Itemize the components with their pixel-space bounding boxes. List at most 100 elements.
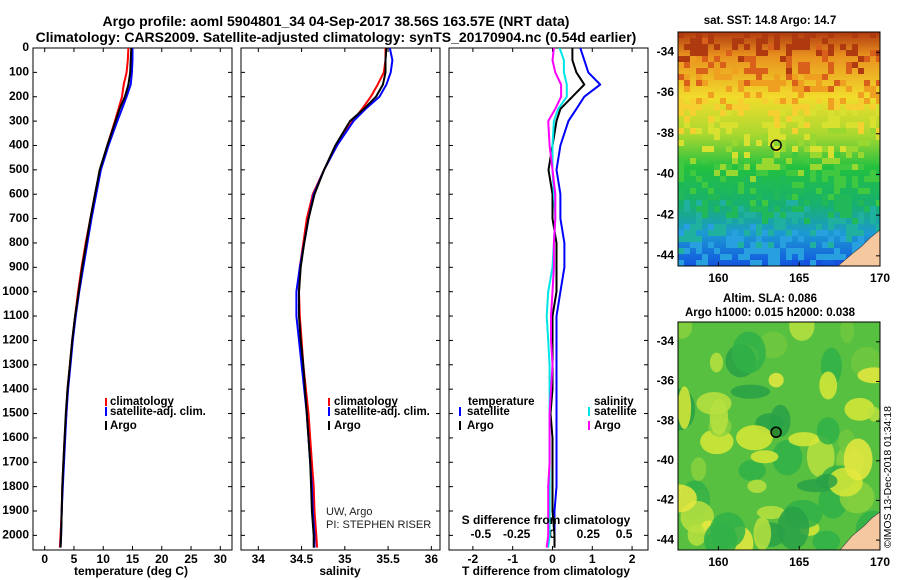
s-tick-label: 0.5 [616,527,633,541]
sst-pixel [792,170,798,176]
sst-pixel [690,242,696,248]
legend-title-temperature: temperature [468,396,534,408]
sst-pixel [774,224,780,230]
sst-pixel [780,224,786,230]
sst-pixel [774,122,780,128]
sst-pixel [678,248,684,254]
map-x-tick-label: 160 [708,271,728,285]
sst-pixel [750,224,756,230]
sst-pixel [756,50,762,56]
series-line-climatology [298,48,387,548]
sst-pixel [720,230,726,236]
sst-pixel [726,164,732,170]
legend-label-s-satellite: satellite [594,406,637,418]
y-tick-label: 700 [9,211,29,225]
sst-pixel [774,254,780,260]
sst-pixel [846,122,852,128]
sst-pixel [756,68,762,74]
sst-pixel [696,206,702,212]
sst-pixel [816,224,822,230]
sst-pixel [744,56,750,62]
sst-pixel [786,248,792,254]
sst-pixel [834,230,840,236]
sst-pixel [708,38,714,44]
sst-pixel [726,200,732,206]
sst-pixel [822,200,828,206]
sst-pixel [798,92,804,98]
sla-blob [703,522,738,550]
sst-pixel [840,206,846,212]
sst-pixel [804,206,810,212]
x-tick-label: 35.5 [376,552,400,566]
sla-blob [868,406,880,422]
sst-pixel [774,32,780,38]
sst-pixel [750,200,756,206]
sst-pixel [744,176,750,182]
sst-pixel [738,206,744,212]
sst-pixel [792,44,798,50]
sst-pixel [810,242,816,248]
temperature-ticks: 0100200300400500600700800900100011001200… [2,40,232,566]
sst-pixel [840,146,846,152]
sst-pixel [822,176,828,182]
sst-pixel [678,164,684,170]
sla-blob [819,371,838,400]
sst-pixel [732,206,738,212]
sst-pixel [852,182,858,188]
sst-pixel [810,134,816,140]
sst-pixel [750,260,756,266]
sst-pixel [816,74,822,80]
difference-series [545,48,602,548]
sst-pixel [774,80,780,86]
series-line-satellite-adj-clim- [59,48,134,548]
map-x-tick-label: 165 [789,271,809,285]
sst-pixel [756,248,762,254]
sst-pixel [828,158,834,164]
sst-pixel [696,44,702,50]
legend-label-argo: Argo [334,420,361,432]
sla-map-title-line2: Argo h1000: 0.015 h2000: 0.038 [685,307,856,319]
sst-pixel [804,62,810,68]
sst-pixel [684,62,690,68]
sst-pixel [678,32,684,38]
legend-label-t-satellite: satellite [467,406,510,418]
sst-pixel [756,170,762,176]
credit-line1: UW, Argo [326,506,372,518]
sst-pixel [720,176,726,182]
x-tick-label: 10 [97,552,111,566]
sst-pixel [708,194,714,200]
sst-pixel [858,92,864,98]
sst-pixel [684,236,690,242]
sst-pixel [690,98,696,104]
map-y-tick-label: -40 [657,167,675,181]
sst-pixel [780,242,786,248]
sst-pixel [774,44,780,50]
y-tick-label: 900 [9,259,29,273]
sst-pixel [780,176,786,182]
sst-pixel [786,194,792,200]
sst-pixel [858,218,864,224]
sst-pixel [678,110,684,116]
sst-pixel [876,176,880,182]
sst-pixel [738,188,744,194]
sst-pixel [852,224,858,230]
sst-pixel [870,92,876,98]
sst-pixel [744,152,750,158]
sst-pixel [678,188,684,194]
sst-pixel [858,164,864,170]
sst-pixel [828,68,834,74]
sst-pixel [846,224,852,230]
sla-map-ticks: 160 165 170 -34 -36 -38 -40 -42 -44 [657,334,891,569]
sst-pixel [816,98,822,104]
sst-pixel [864,98,870,104]
sst-pixel [828,194,834,200]
sst-pixel [714,182,720,188]
sst-pixel [798,248,804,254]
sst-pixel [750,80,756,86]
sst-pixel [870,176,876,182]
sst-pixel [696,74,702,80]
sla-blob [750,450,779,464]
sst-pixel [768,86,774,92]
sst-pixel [834,158,840,164]
sst-pixel [780,134,786,140]
